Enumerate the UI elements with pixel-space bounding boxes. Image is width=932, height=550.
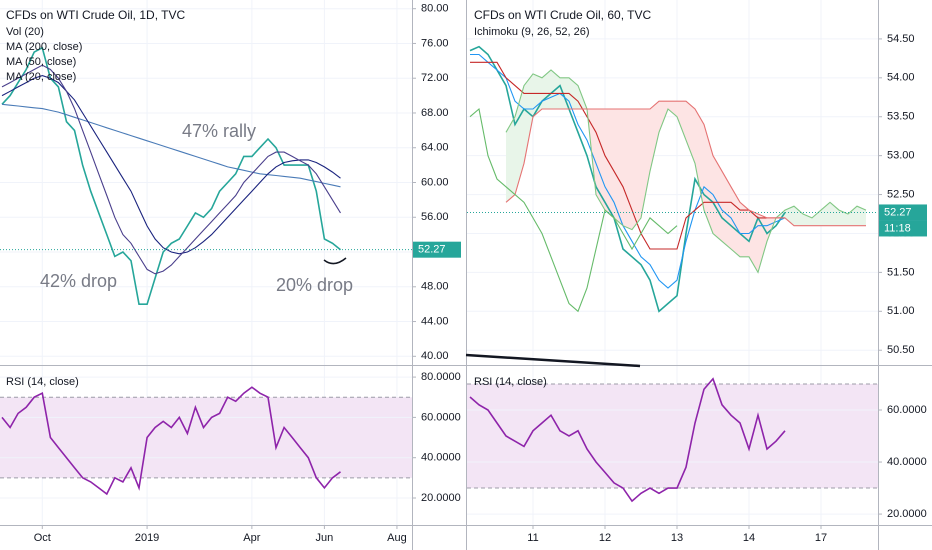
series-line: [505, 69, 867, 274]
x-tick-label: Aug: [387, 532, 407, 544]
cloud-fill: [830, 202, 839, 226]
indicator-label: Ichimoku (9, 26, 52, 26): [474, 26, 590, 38]
chart-title: CFDs on WTI Crude Oil, 1D, TVC: [6, 8, 185, 22]
y-tick-label: 80.00: [421, 3, 449, 15]
x-tick-label: 13: [671, 532, 683, 544]
y-tick-label: 40.00: [421, 350, 449, 362]
cloud-fill: [857, 206, 866, 226]
cloud-fill: [812, 210, 821, 226]
last-price-box: [413, 241, 461, 258]
y-tick-label: 44.00: [421, 315, 449, 327]
series-line: [505, 100, 866, 227]
last-price-label: 52.27: [884, 206, 912, 218]
y-tick-label: 48.00: [421, 281, 449, 293]
y-tick-label: 60.0000: [421, 411, 461, 423]
band-fill: [467, 383, 878, 489]
y-tick-label: 76.00: [421, 37, 449, 49]
cloud-fill: [632, 108, 641, 230]
y-tick-label: 56.00: [421, 211, 449, 223]
y-tick-label: 64.00: [421, 142, 449, 154]
x-tick-label: 14: [743, 532, 755, 544]
cloud-fill: [740, 202, 749, 257]
cloud-fill: [659, 101, 668, 133]
y-tick-label: 20.0000: [887, 508, 927, 520]
y-tick-label: 60.00: [421, 176, 449, 188]
cloud-fill: [848, 206, 857, 226]
y-tick-label: 60.0000: [887, 404, 927, 416]
annotation: 47% rally: [182, 121, 256, 141]
series-line: [1, 46, 341, 305]
cloud-fill: [524, 73, 533, 164]
series-line: [469, 45, 786, 313]
y-tick-label: 51.50: [887, 266, 915, 278]
cloud-fill: [704, 124, 713, 234]
series-line: [1, 103, 341, 188]
x-tick-label: Jun: [316, 532, 334, 544]
x-tick-label: 17: [815, 532, 827, 544]
y-tick-label: 50.50: [887, 344, 915, 356]
band-fill: [0, 397, 412, 478]
cloud-fill: [650, 101, 659, 172]
y-tick-label: 40.0000: [421, 452, 461, 464]
countdown-label: 11:18: [884, 222, 911, 234]
series-line: [469, 107, 678, 313]
cloud-fill: [785, 206, 794, 226]
cloud-fill: [623, 108, 632, 230]
y-tick-label: 40.0000: [887, 456, 927, 468]
cloud-fill: [641, 108, 650, 218]
cloud-fill: [722, 171, 731, 250]
cloud-fill: [677, 101, 686, 141]
x-tick-label: 2019: [135, 532, 159, 544]
legend-entry: MA (50, close): [6, 56, 76, 68]
last-price-label: 52.27: [418, 244, 446, 256]
cloud-fill: [596, 108, 605, 211]
y-tick-label: 52.50: [887, 188, 915, 200]
legend-entry: MA (20, close): [6, 71, 76, 83]
y-tick-label: 72.00: [421, 72, 449, 84]
legend-entry: MA (200, close): [6, 41, 82, 53]
chart-title: CFDs on WTI Crude Oil, 60, TVC: [474, 8, 651, 22]
cloud-fill: [686, 101, 695, 164]
annotation: 42% drop: [40, 271, 117, 291]
arc-drawing: [323, 257, 347, 265]
series-line: [1, 75, 341, 255]
cloud-fill: [713, 155, 722, 242]
indicator-label: RSI (14, close): [474, 376, 547, 388]
x-tick-label: 11: [527, 532, 538, 544]
series-line: [1, 64, 341, 275]
y-tick-label: 54.00: [887, 72, 915, 84]
trend-line-drawing: [465, 353, 641, 368]
cloud-fill: [668, 101, 677, 117]
y-tick-label: 54.50: [887, 33, 915, 45]
cloud-fill: [569, 77, 578, 109]
y-tick-label: 80.0000: [421, 371, 461, 383]
x-tick-label: Apr: [243, 532, 260, 544]
series-line: [469, 377, 786, 503]
x-tick-label: 12: [599, 532, 611, 544]
series-line: [1, 386, 341, 496]
annotation: 20% drop: [276, 275, 353, 295]
x-tick-label: Oct: [34, 532, 51, 544]
cloud-fill: [506, 116, 515, 203]
y-tick-label: 53.50: [887, 111, 915, 123]
y-tick-label: 20.0000: [421, 492, 461, 504]
countdown-box: [879, 220, 927, 237]
cloud-fill: [821, 202, 830, 226]
indicator-label: Vol (20): [6, 26, 44, 38]
last-price-box: [879, 204, 927, 221]
cloud-fill: [794, 206, 803, 226]
y-tick-label: 51.00: [887, 305, 915, 317]
series-line: [470, 53, 786, 289]
cloud-fill: [839, 210, 848, 226]
y-tick-label: 68.00: [421, 107, 449, 119]
cloud-fill: [695, 108, 704, 211]
indicator-label: RSI (14, close): [6, 376, 79, 388]
y-tick-label: 53.00: [887, 150, 915, 162]
cloud-fill: [614, 108, 623, 226]
